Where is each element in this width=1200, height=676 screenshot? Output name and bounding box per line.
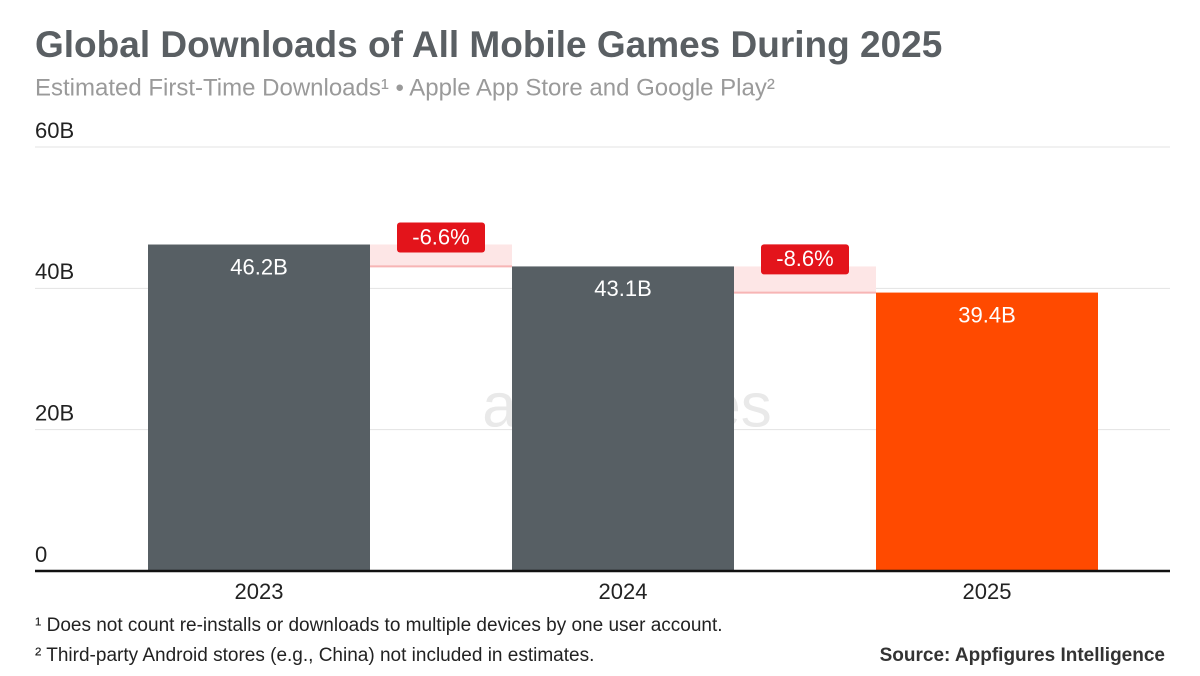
- change-badge: [761, 244, 849, 275]
- x-tick-label: 2023: [235, 579, 284, 604]
- source: Source: Appfigures Intelligence: [880, 645, 1165, 666]
- y-tick-label: 40B: [35, 259, 74, 284]
- y-tick-label: 60B: [35, 118, 74, 143]
- change-label: -6.6%: [412, 224, 469, 249]
- footnote: ² Third-party Android stores (e.g., Chin…: [35, 645, 594, 666]
- value-label: 43.1B: [594, 276, 652, 301]
- chart-title: Global Downloads of All Mobile Games Dur…: [35, 24, 942, 65]
- value-label: 46.2B: [230, 254, 288, 279]
- chart-subtitle: Estimated First-Time Downloads¹ • Apple …: [35, 74, 775, 101]
- x-tick-label: 2025: [963, 579, 1012, 604]
- y-tick-label: 0: [35, 542, 47, 567]
- y-tick-label: 20B: [35, 400, 74, 425]
- x-tick-label: 2024: [599, 579, 648, 604]
- footnote: ¹ Does not count re-installs or download…: [35, 615, 723, 636]
- change-badge: [397, 222, 485, 253]
- bar: [876, 292, 1098, 571]
- value-label: 39.4B: [958, 302, 1016, 327]
- bar: [148, 244, 370, 571]
- bar: [512, 266, 734, 571]
- change-label: -8.6%: [776, 246, 833, 271]
